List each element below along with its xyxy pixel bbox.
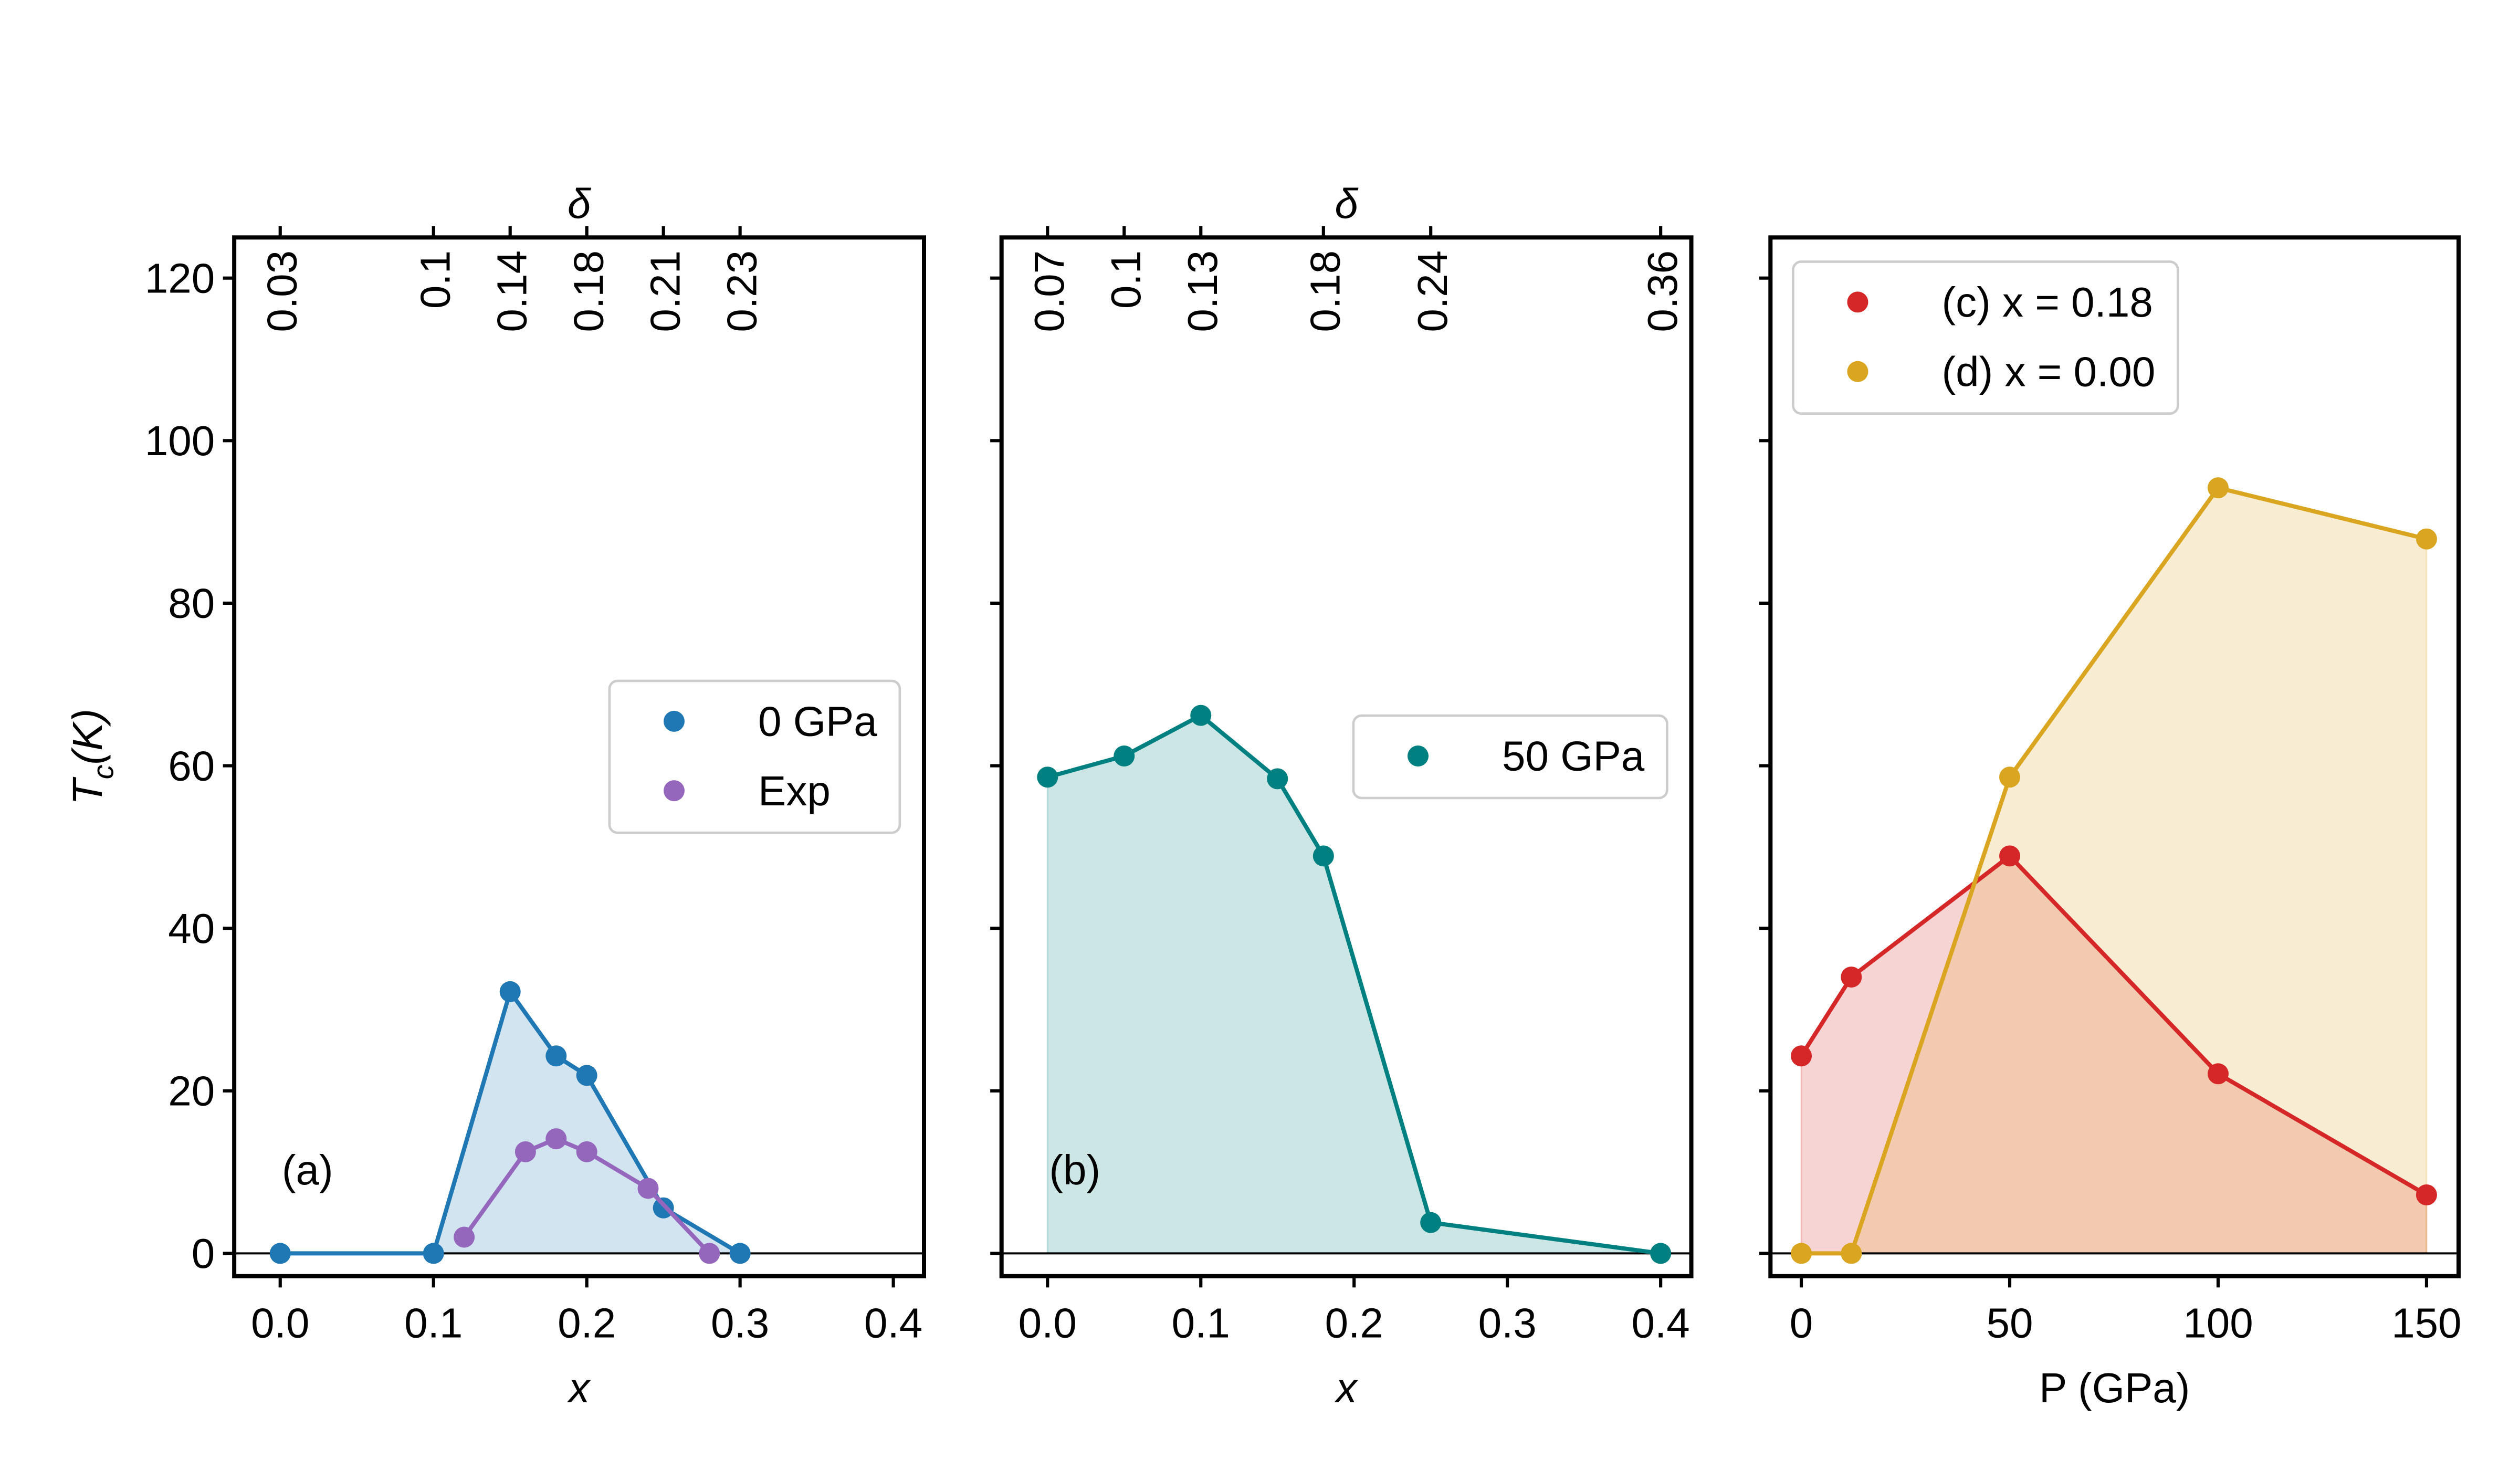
data-point — [1999, 766, 2021, 788]
y-tick-label: 100 — [145, 417, 215, 464]
x2-tick-label: 0.36 — [1639, 250, 1686, 332]
legend-marker — [663, 710, 685, 732]
plot-frame — [999, 235, 1694, 1278]
x-tick-label: 0.2 — [558, 1300, 616, 1347]
plot-frame — [232, 235, 926, 1278]
data-point — [2416, 1184, 2437, 1205]
data-point — [423, 1243, 444, 1264]
y-tick-label: 40 — [168, 905, 215, 952]
x-tick-label: 0.0 — [251, 1300, 309, 1347]
y-tick-label: 60 — [168, 742, 215, 789]
legend-marker — [1847, 361, 1868, 382]
data-point — [269, 1243, 291, 1264]
x-tick-label: 0 — [1790, 1300, 1813, 1347]
data-point — [2207, 477, 2229, 499]
data-point — [1791, 1243, 1812, 1264]
series-line — [462, 1136, 711, 1255]
data-point — [699, 1243, 720, 1264]
data-point — [1841, 967, 1862, 988]
data-point — [545, 1128, 567, 1150]
panel-label: (a) — [282, 1147, 333, 1193]
x2-tick-label: 0.1 — [1102, 250, 1149, 309]
x2-tick-label: 0.18 — [1302, 250, 1349, 332]
legend: 50 GPa — [1352, 714, 1668, 800]
data-point — [499, 981, 521, 1002]
x2-tick-label: 0.24 — [1409, 250, 1456, 332]
x2-tick-label: 0.03 — [259, 250, 306, 332]
data-point — [637, 1178, 659, 1199]
x2-tick-label: 0.18 — [565, 250, 612, 332]
x-axis-label: x — [1334, 1364, 1359, 1411]
x2-tick-label: 0.13 — [1179, 250, 1226, 332]
data-point — [1420, 1212, 1442, 1233]
data-point — [1037, 766, 1058, 788]
x2-tick-label: 0.07 — [1026, 250, 1073, 332]
y-tick-label: 0 — [192, 1230, 215, 1277]
legend-label: 0 GPa — [758, 698, 877, 745]
data-point — [1650, 1243, 1672, 1264]
data-point — [1841, 1243, 1862, 1264]
panel-label: (b) — [1049, 1147, 1100, 1193]
y-tick-label: 20 — [168, 1067, 215, 1114]
data-point — [1999, 845, 2021, 867]
data-point — [1190, 705, 1212, 726]
data-point — [576, 1141, 597, 1162]
data-point — [1312, 845, 1334, 867]
legend: 0 GPa Exp — [608, 679, 901, 834]
y-axis-label: Tc(K) — [64, 709, 120, 805]
y-label-rest: (K) — [64, 709, 111, 765]
data-point — [545, 1045, 567, 1067]
x-tick-label: 0.3 — [1478, 1300, 1537, 1347]
data-point — [1114, 745, 1135, 766]
x-tick-label: 150 — [2391, 1300, 2461, 1347]
legend-label: Exp — [758, 768, 831, 814]
x-tick-label: 0.1 — [1172, 1300, 1230, 1347]
legend: (c) x = 0.18 (d) x = 0.00 — [1792, 260, 2179, 415]
legend-label: (c) x = 0.18 — [1941, 279, 2152, 326]
data-point — [454, 1226, 475, 1248]
x-axis-label: x — [566, 1364, 591, 1411]
x-tick-label: 0.0 — [1018, 1300, 1077, 1347]
x-tick-label: 0.3 — [711, 1300, 769, 1347]
x2-tick-label: 0.23 — [718, 250, 765, 332]
data-point — [2416, 528, 2437, 550]
plot-frame — [1768, 235, 2461, 1278]
data-point — [2207, 1063, 2229, 1085]
x-tick-label: 0.1 — [404, 1300, 463, 1347]
legend-marker — [1408, 746, 1429, 766]
legend-label: 50 GPa — [1502, 733, 1645, 780]
y-tick-label: 80 — [168, 580, 215, 627]
x-tick-label: 0.4 — [864, 1300, 922, 1347]
x-tick-label: 0.4 — [1632, 1300, 1690, 1347]
data-point — [514, 1141, 536, 1162]
legend-label: (d) x = 0.00 — [1941, 348, 2155, 395]
data-point — [576, 1065, 597, 1086]
x2-tick-label: 0.21 — [642, 250, 688, 332]
data-point — [1791, 1045, 1812, 1067]
data-point — [1267, 768, 1288, 790]
legend-marker — [663, 780, 685, 802]
x-tick-label: 50 — [1987, 1300, 2033, 1347]
x2-tick-label: 0.1 — [412, 250, 458, 309]
x-axis-label: P (GPa) — [2039, 1364, 2190, 1411]
x-tick-label: 0.2 — [1325, 1300, 1383, 1347]
data-point — [729, 1243, 751, 1264]
y-label-main: T — [64, 776, 111, 805]
x2-axis-label: δ — [568, 180, 592, 227]
y-label-sub: c — [87, 764, 119, 779]
legend-box — [1352, 714, 1668, 800]
x-tick-label: 100 — [2183, 1300, 2253, 1347]
x2-tick-label: 0.14 — [488, 250, 535, 332]
legend-box — [1792, 260, 2179, 415]
legend-marker — [1847, 291, 1868, 313]
y-tick-label: 120 — [145, 255, 215, 301]
x2-axis-label: δ — [1335, 180, 1359, 227]
